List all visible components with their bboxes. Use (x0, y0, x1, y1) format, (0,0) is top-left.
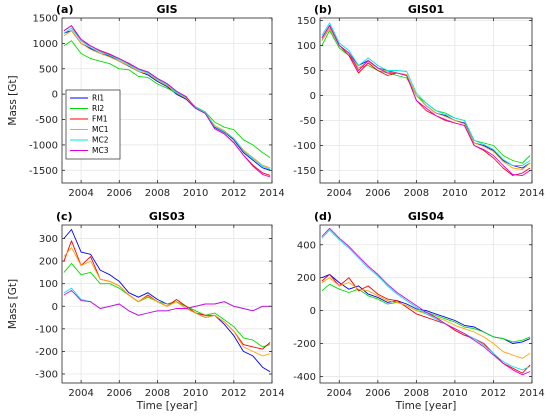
y-tick-label: -50 (300, 116, 316, 127)
x-tick-label: 2008 (145, 388, 170, 399)
x-tick-label: 2008 (145, 188, 170, 199)
x-tick-label: 2006 (365, 388, 390, 399)
y-tick-label: -100 (293, 141, 316, 152)
y-tick-label: 500 (39, 64, 58, 75)
axes-box (61, 224, 273, 384)
series-line-ri2 (63, 40, 271, 158)
panel-letter: (a) (56, 3, 73, 16)
y-axis-label: Mass [Gt] (7, 279, 19, 329)
y-tick-label: 0 (310, 91, 316, 102)
series-line-mc3 (321, 25, 531, 176)
y-tick-label: -200 (35, 347, 58, 358)
series-line-mc3 (63, 25, 271, 178)
y-tick-label: 150 (297, 16, 316, 27)
chart-panel-2: 2004 2006 2008 2010 2012 2014 -150 -100 -50 0 50 10… (293, 3, 544, 199)
chart-panel-3: 2004 2006 2008 2010 2012 2014 -300 -200 -100 0 100… (7, 210, 285, 412)
y-tick-label: -300 (35, 369, 58, 380)
y-tick-label: 300 (39, 234, 58, 245)
y-tick-label: 0 (310, 306, 316, 317)
series-line-mc3 (321, 227, 531, 376)
x-axis-label: Time [year] (136, 400, 198, 412)
y-tick-label: 0 (52, 90, 58, 101)
x-tick-label: 2008 (404, 388, 429, 399)
y-tick-label: 200 (39, 257, 58, 268)
x-tick-label: 2006 (107, 188, 132, 199)
legend-label-ri1: RI1 (92, 94, 104, 103)
y-tick-label: 1500 (33, 14, 58, 25)
x-tick-label: 2010 (183, 188, 208, 199)
panel-title: GIS (156, 3, 177, 16)
series-line-mc1 (321, 27, 531, 170)
x-tick-label: 2010 (442, 388, 467, 399)
legend-label-ri2: RI2 (92, 104, 104, 113)
legend-label-mc1: MC1 (92, 125, 109, 134)
y-tick-label: 100 (297, 41, 316, 52)
y-tick-label: -1500 (29, 166, 58, 177)
panel-letter: (d) (314, 210, 332, 223)
series-line-mc2 (321, 22, 531, 166)
x-tick-label: 2014 (519, 388, 544, 399)
axes-box (319, 17, 533, 184)
chart-panel-4: 2004 2006 2008 2010 2012 2014 -400 -200 0 200 400 (… (293, 210, 544, 412)
y-tick-label: -400 (293, 372, 316, 383)
x-tick-label: 2014 (259, 188, 284, 199)
x-tick-label: 2010 (442, 188, 467, 199)
series-line-ri2 (63, 262, 271, 348)
x-tick-label: 2010 (183, 388, 208, 399)
x-axis-label: Time [year] (395, 400, 457, 412)
y-tick-label: -500 (35, 115, 58, 126)
panel-title: GIS01 (408, 3, 444, 16)
x-tick-label: 2008 (404, 188, 429, 199)
y-tick-label: 1000 (33, 39, 58, 50)
series-line-mc3 (63, 290, 271, 316)
x-tick-label: 2006 (107, 388, 132, 399)
x-tick-label: 2004 (327, 188, 352, 199)
y-tick-label: 0 (52, 302, 58, 313)
legend-label-mc2: MC2 (92, 136, 109, 145)
axes-box (61, 17, 273, 184)
y-tick-label: -100 (35, 324, 58, 335)
y-tick-label: 200 (297, 273, 316, 284)
series-line-mc2 (63, 27, 271, 170)
y-tick-label: -200 (293, 339, 316, 350)
panel-title: GIS04 (408, 210, 445, 223)
y-tick-label: 100 (39, 279, 58, 290)
x-tick-label: 2012 (221, 188, 246, 199)
panel-title: GIS03 (149, 210, 185, 223)
y-tick-label: -1000 (29, 140, 58, 151)
chart-panel-1: 2004 2006 2008 2010 2012 2014 -1500 -1000 -500 0 5… (7, 3, 285, 199)
y-tick-label: 50 (303, 66, 316, 77)
x-tick-label: 2004 (68, 388, 93, 399)
x-tick-label: 2012 (481, 388, 506, 399)
x-tick-label: 2014 (519, 188, 544, 199)
legend-label-fm1: FM1 (92, 115, 108, 124)
x-tick-label: 2004 (68, 188, 93, 199)
y-axis-label: Mass [Gt] (7, 75, 19, 125)
x-tick-label: 2012 (481, 188, 506, 199)
x-tick-label: 2004 (327, 388, 352, 399)
legend-box (65, 89, 121, 160)
series-line-mc2 (321, 229, 531, 371)
x-tick-label: 2006 (365, 188, 390, 199)
x-tick-label: 2014 (259, 388, 284, 399)
series-line-mc1 (63, 247, 271, 357)
x-tick-label: 2012 (221, 388, 246, 399)
axes-box (319, 224, 533, 384)
panel-letter: (b) (314, 3, 332, 16)
y-tick-label: -150 (293, 166, 316, 177)
legend-label-mc3: MC3 (92, 146, 109, 155)
y-tick-label: 400 (297, 240, 316, 251)
series-line-fm1 (321, 25, 531, 176)
panel-letter: (c) (56, 210, 73, 223)
